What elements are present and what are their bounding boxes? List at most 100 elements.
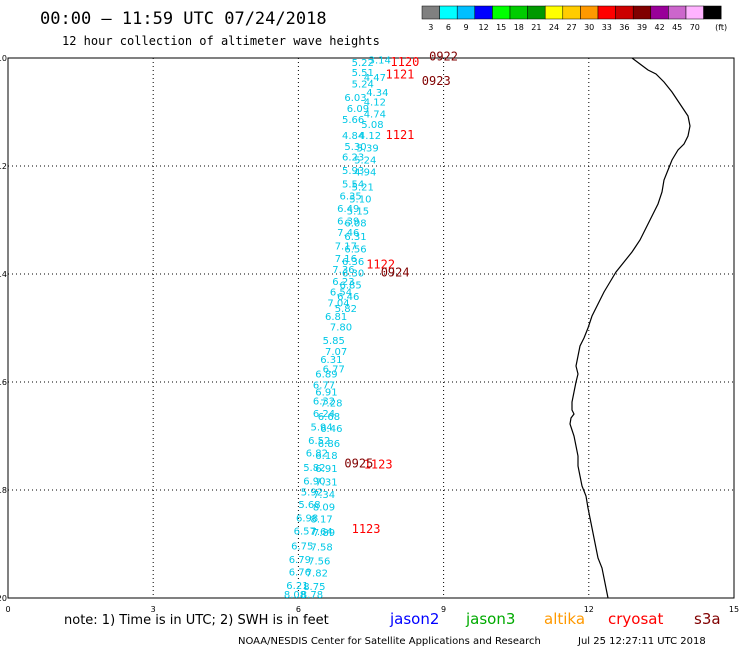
- scale-label: 36: [619, 23, 629, 32]
- wave-height-value: 4.74: [364, 109, 386, 120]
- wave-height-value: 6.52: [308, 436, 330, 447]
- pass-time-label: 0925: [344, 456, 373, 470]
- latitude-tick-labels: -10 -12 -14 -16 -18 -20: [0, 54, 7, 603]
- wave-height-value: 7.56: [308, 557, 330, 568]
- wave-height-value: 8.78: [301, 590, 323, 601]
- wave-height-value: 8.75: [303, 582, 325, 593]
- scale-label: 33: [602, 23, 612, 32]
- wave-height-value: 5.30: [344, 142, 366, 153]
- pass-time-label: 0923: [422, 74, 451, 88]
- wave-height-value: 5.66: [342, 115, 364, 126]
- wave-height-value: 6.03: [344, 93, 366, 104]
- wave-height-value: 6.91: [315, 464, 337, 475]
- wave-height-value: 7.17: [335, 242, 357, 253]
- wave-height-value: 6.39: [337, 216, 359, 227]
- wave-height-value: 5.85: [323, 336, 345, 347]
- scale-swatch: [632, 5, 652, 20]
- longitude-tick: 3: [151, 605, 156, 614]
- wave-height-value: 6.57: [294, 526, 316, 537]
- lat-lon-grid: [8, 58, 734, 598]
- wave-height-value: 7.04: [327, 298, 349, 309]
- scale-swatch: [562, 5, 581, 20]
- wave-height-value: 6.89: [315, 370, 337, 381]
- wave-height-value: 8.17: [311, 514, 333, 525]
- latitude-tick: -18: [0, 486, 7, 495]
- mission-label-altika: altika: [544, 610, 585, 628]
- scale-swatch: [456, 5, 476, 20]
- scale-swatch: [492, 5, 511, 20]
- wave-height-value: 6.08: [344, 219, 366, 230]
- pass-time-label: 1120: [390, 55, 419, 69]
- wave-height-value: 4.94: [354, 168, 376, 179]
- latitude-tick: -20: [0, 594, 7, 603]
- wave-height-value: 7.46: [337, 228, 359, 239]
- wave-height-observations: 3.145.225.514.475.244.346.034.126.094.74…: [284, 55, 391, 601]
- mission-label-jason2: jason2: [389, 610, 439, 628]
- scale-label: 12: [479, 23, 489, 32]
- wave-height-value: 6.98: [296, 513, 318, 524]
- wave-height-value: 5.68: [298, 500, 320, 511]
- wave-height-value: 6.18: [315, 451, 337, 462]
- wave-height-value: 6.68: [318, 412, 340, 423]
- wave-height-value: 7.16: [335, 254, 357, 265]
- footer-note: note: 1) Time is in UTC; 2) SWH is in fe…: [64, 613, 329, 628]
- scale-label: 45: [672, 23, 682, 32]
- wave-height-value: 8.09: [313, 503, 335, 514]
- scale-label: 24: [549, 23, 559, 32]
- scale-label: 27: [567, 23, 577, 32]
- wave-height-value: 5.39: [357, 143, 379, 154]
- pass-time-label: 1122: [366, 258, 395, 272]
- wave-height-color-scale: 3 6 9 12 15 18 21 24 27 30 33 36 39 42 45 70 (ft): [421, 5, 727, 32]
- longitude-tick-labels: 0 3 6 9 12 15: [5, 605, 739, 614]
- scale-label: 30: [584, 23, 594, 32]
- wave-height-value: 6.30: [342, 269, 364, 280]
- scale-swatch: [685, 5, 704, 20]
- wave-height-value: 7.58: [311, 543, 333, 554]
- scale-swatch: [703, 5, 722, 20]
- scale-label: 9: [463, 23, 468, 32]
- wave-height-value: 5.92: [301, 487, 323, 498]
- scale-label: 6: [446, 23, 451, 32]
- scale-label: 39: [637, 23, 647, 32]
- pass-time-label: 0922: [429, 50, 458, 64]
- wave-height-value: 4.12: [359, 131, 381, 142]
- scale-swatch: [615, 5, 634, 20]
- longitude-tick: 12: [584, 605, 594, 614]
- wave-height-value: 6.77: [323, 364, 345, 375]
- wave-height-value: 6.81: [325, 312, 347, 323]
- scale-swatch: [668, 5, 687, 20]
- wave-height-value: 6.86: [318, 439, 340, 450]
- scale-swatch: [527, 5, 546, 20]
- wave-height-value: 5.54: [342, 180, 364, 191]
- wave-height-value: 4.84: [342, 131, 364, 142]
- plot-subtitle: 12 hour collection of altimeter wave hei…: [62, 34, 380, 48]
- wave-height-value: 7.28: [320, 398, 342, 409]
- pass-time-label: 0924: [381, 266, 410, 280]
- mission-label-cryosat: cryosat: [608, 610, 663, 628]
- scale-unit-label: (ft): [715, 23, 727, 32]
- wave-height-value: 7.64: [311, 527, 333, 538]
- wave-height-value: 6.56: [344, 244, 366, 255]
- pass-time-label: 1121: [386, 68, 415, 82]
- wave-height-value: 7.31: [315, 478, 337, 489]
- wave-height-value: 6.46: [337, 292, 359, 303]
- map-frame: [7, 57, 735, 599]
- wave-height-value: 6.82: [306, 449, 328, 460]
- wave-height-value: 6.21: [286, 581, 308, 592]
- wave-height-value: 5.51: [352, 68, 374, 79]
- scale-swatch: [650, 5, 669, 20]
- wave-height-value: 6.54: [330, 288, 352, 299]
- wave-height-value: 6.77: [313, 381, 335, 392]
- wave-height-value: 6.91: [315, 388, 337, 399]
- wave-height-value: 4.12: [364, 98, 386, 109]
- wave-height-value: 6.31: [344, 232, 366, 243]
- scale-label: 15: [496, 23, 506, 32]
- mission-label-s3a: s3a: [694, 610, 721, 628]
- wave-height-value: 6.23: [332, 277, 354, 288]
- wave-height-value: 6.09: [347, 104, 369, 115]
- wave-height-value: 3.14: [369, 55, 391, 66]
- wave-height-value: 4.34: [366, 88, 388, 99]
- wave-height-value: 5.22: [352, 58, 374, 69]
- footer-credit: NOAA/NESDIS Center for Satellite Applica…: [238, 636, 541, 647]
